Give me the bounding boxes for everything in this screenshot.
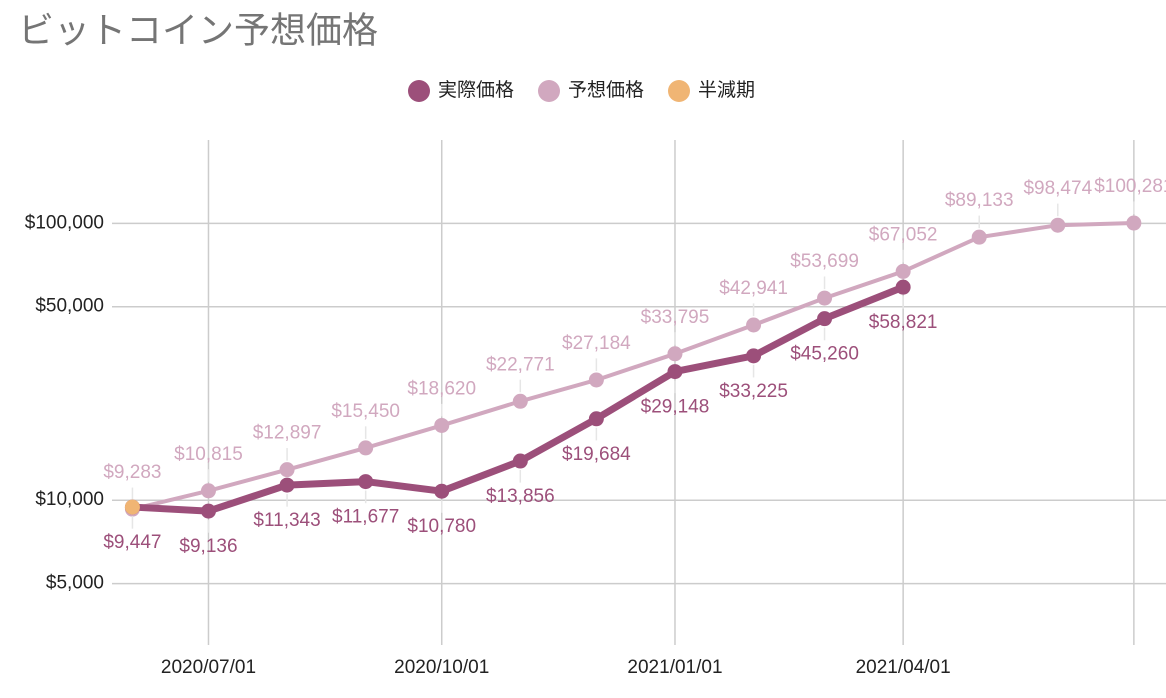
data-label: $27,184 bbox=[562, 333, 631, 354]
data-point bbox=[1126, 215, 1142, 231]
data-label: $29,148 bbox=[641, 397, 710, 418]
y-tick-label: $50,000 bbox=[35, 296, 104, 317]
data-point bbox=[434, 483, 450, 499]
data-label: $89,133 bbox=[945, 190, 1014, 211]
data-point bbox=[200, 483, 216, 499]
data-point bbox=[588, 411, 604, 427]
data-label: $33,795 bbox=[641, 307, 710, 328]
data-label: $12,897 bbox=[253, 423, 322, 444]
data-point bbox=[434, 417, 450, 433]
data-label: $100,281 bbox=[1094, 176, 1166, 197]
data-label: $9,447 bbox=[103, 532, 161, 553]
data-point bbox=[358, 440, 374, 456]
data-label: $98,474 bbox=[1023, 178, 1092, 199]
data-label: $33,225 bbox=[719, 381, 788, 402]
data-label: $11,677 bbox=[332, 507, 399, 528]
data-point bbox=[667, 346, 683, 362]
data-point bbox=[971, 229, 987, 245]
data-label: $53,699 bbox=[790, 251, 859, 272]
data-point bbox=[817, 311, 833, 327]
data-point bbox=[746, 317, 762, 333]
data-point bbox=[200, 503, 216, 519]
data-point bbox=[588, 372, 604, 388]
data-point bbox=[279, 477, 295, 493]
data-label: $13,856 bbox=[486, 486, 555, 507]
y-tick-label: $5,000 bbox=[46, 573, 104, 594]
legend-swatch bbox=[408, 80, 430, 102]
data-label: $22,771 bbox=[486, 354, 555, 375]
data-label: $15,450 bbox=[331, 401, 400, 422]
data-point bbox=[817, 290, 833, 306]
data-point bbox=[512, 393, 528, 409]
data-point bbox=[746, 348, 762, 364]
legend-label: 半減期 bbox=[698, 79, 755, 101]
data-point bbox=[895, 263, 911, 279]
data-label: $42,941 bbox=[719, 278, 788, 299]
data-label: $11,343 bbox=[253, 510, 320, 531]
data-point bbox=[358, 474, 374, 490]
data-label: $58,821 bbox=[869, 312, 938, 333]
data-point bbox=[667, 364, 683, 380]
data-point bbox=[1050, 217, 1066, 233]
data-point bbox=[124, 499, 140, 515]
data-point bbox=[512, 453, 528, 469]
legend-swatch bbox=[538, 80, 560, 102]
data-label: $9,136 bbox=[179, 536, 237, 557]
x-tick-label: 2021/01/01 bbox=[627, 657, 722, 678]
data-label: $10,780 bbox=[407, 516, 476, 537]
data-label: $9,283 bbox=[103, 462, 161, 483]
x-tick-label: 2020/10/01 bbox=[394, 657, 489, 678]
data-point bbox=[279, 462, 295, 478]
legend-label: 予想価格 bbox=[568, 79, 644, 101]
data-label: $67,052 bbox=[869, 224, 938, 245]
data-label: $19,684 bbox=[562, 444, 631, 465]
data-label: $18,620 bbox=[407, 378, 476, 399]
legend-label: 実際価格 bbox=[438, 79, 514, 101]
x-tick-label: 2021/04/01 bbox=[856, 657, 951, 678]
data-label: $45,260 bbox=[790, 344, 859, 365]
y-tick-label: $10,000 bbox=[35, 489, 104, 510]
legend-swatch bbox=[668, 80, 690, 102]
data-label: $10,815 bbox=[174, 444, 243, 465]
data-point bbox=[895, 279, 911, 295]
series-line bbox=[131, 221, 1134, 512]
chart-title: ビットコイン予想価格 bbox=[18, 10, 378, 51]
x-tick-label: 2020/07/01 bbox=[161, 657, 256, 678]
y-tick-label: $100,000 bbox=[25, 212, 104, 233]
